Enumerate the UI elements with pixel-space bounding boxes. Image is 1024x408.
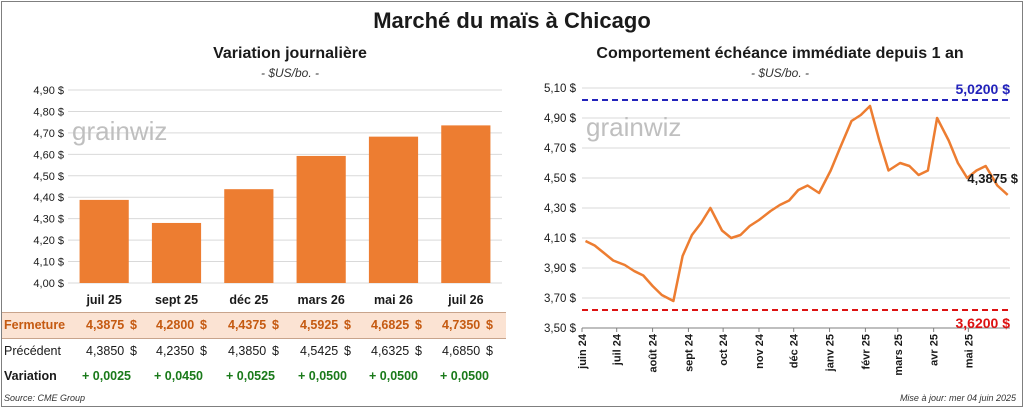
table-row-close: Fermeture 4,3875 $ 4,2800 $ 4,4375 $ 4,5… (2, 312, 506, 339)
variation-value: + 0,0025 (82, 369, 132, 383)
close-value: 4,6825 (371, 318, 410, 332)
previous-unit: $ (486, 344, 493, 358)
variation-value: + 0,0450 (154, 369, 204, 383)
table-row-previous: Précédent 4,3850 $ 4,2350 $ 4,3850 $ 4,5… (2, 339, 506, 364)
row-label-variation: Variation (4, 369, 57, 383)
source-note: Source: CME Group (4, 393, 86, 403)
previous-unit: $ (200, 344, 207, 358)
row-label-close: Fermeture (4, 318, 66, 332)
left-chart-subtitle: - $US/bo. - (260, 66, 320, 80)
close-value: 4,3875 (86, 318, 125, 332)
right-chart-title: Comportement échéance immédiate depuis 1… (596, 45, 964, 62)
variation-value: + 0,0525 (226, 369, 276, 383)
previous-value: 4,3850 (228, 344, 267, 358)
previous-value: 4,3850 (86, 344, 125, 358)
variation-value: + 0,0500 (369, 369, 419, 383)
previous-unit: $ (272, 344, 279, 358)
previous-value: 4,6850 (442, 344, 481, 358)
previous-unit: $ (130, 344, 137, 358)
close-unit: $ (130, 318, 137, 332)
previous-value: 4,5425 (300, 344, 339, 358)
close-unit: $ (415, 318, 422, 332)
variation-value: + 0,0500 (298, 369, 348, 383)
close-value: 4,5925 (300, 318, 339, 332)
close-value: 4,2800 (156, 318, 195, 332)
row-label-previous: Précédent (4, 344, 61, 358)
close-value: 4,4375 (228, 318, 267, 332)
previous-unit: $ (415, 344, 422, 358)
left-chart-title: Variation journalière (213, 45, 367, 62)
previous-value: 4,6325 (371, 344, 410, 358)
previous-value: 4,2350 (156, 344, 195, 358)
right-chart-subtitle: - $US/bo. - (750, 66, 810, 80)
variation-value: + 0,0500 (440, 369, 490, 383)
close-value: 4,7350 (442, 318, 481, 332)
close-unit: $ (486, 318, 493, 332)
table-row-variation: Variation + 0,0025 + 0,0450 + 0,0525 + 0… (2, 364, 506, 389)
close-unit: $ (200, 318, 207, 332)
close-unit: $ (344, 318, 351, 332)
close-unit: $ (272, 318, 279, 332)
previous-unit: $ (344, 344, 351, 358)
page-title: Marché du maïs à Chicago (373, 8, 651, 33)
update-note: Mise à jour: mer 04 juin 2025 (899, 393, 1016, 403)
